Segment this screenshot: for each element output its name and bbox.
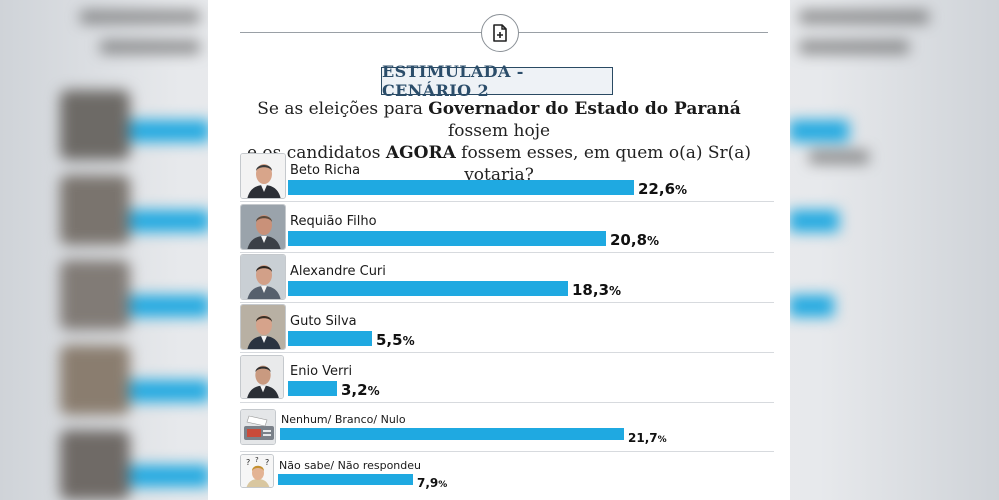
category-label: Alexandre Curi <box>290 264 386 279</box>
value-unit: % <box>675 183 688 197</box>
undecided-person-illustration: ? ? ? <box>240 454 274 488</box>
chart-row-enio-verri: Enio Verri 3,2% <box>240 353 774 403</box>
candidate-photo <box>240 304 286 350</box>
document-plus-icon[interactable] <box>481 14 519 52</box>
value-label: 18,3% <box>572 280 621 299</box>
bar <box>288 281 568 296</box>
row-divider <box>240 201 774 202</box>
svg-text:?: ? <box>255 456 259 464</box>
value-number: 18,3 <box>572 281 610 299</box>
category-label: Guto Silva <box>290 314 357 329</box>
value-unit: % <box>657 435 667 445</box>
category-label: Nenhum/ Branco/ Nulo <box>281 413 406 426</box>
row-divider <box>240 252 774 253</box>
chart-title: ESTIMULADA - CENÁRIO 2 <box>382 62 524 100</box>
candidate-photo <box>240 355 284 399</box>
candidate-photo <box>240 204 286 250</box>
category-label: Requião Filho <box>290 214 377 229</box>
chart-row-nao-sabe-nao-respondeu: ? ? ? Não sabe/ Não respondeu 7,9% <box>240 452 774 492</box>
ballot-box-illustration <box>240 409 276 445</box>
value-unit: % <box>647 234 660 248</box>
svg-text:?: ? <box>265 458 269 467</box>
value-number: 3,2 <box>341 381 368 399</box>
candidate-photo <box>240 153 286 199</box>
category-label: Beto Richa <box>290 163 361 178</box>
chart-row-beto-richa: Beto Richa 22,6% <box>240 152 774 202</box>
value-number: 7,9 <box>417 476 439 490</box>
survey-question: Se as eleições para Governador do Estado… <box>228 98 770 186</box>
chart-title-badge: ESTIMULADA - CENÁRIO 2 <box>381 62 613 100</box>
value-number: 22,6 <box>638 180 676 198</box>
backdrop-left <box>0 0 210 500</box>
value-label: 7,9% <box>417 472 447 491</box>
bar <box>288 331 372 346</box>
question-text-1: Se as eleições para <box>257 99 429 119</box>
bar <box>288 180 634 195</box>
value-label: 20,8% <box>610 230 659 249</box>
value-number: 20,8 <box>610 231 648 249</box>
value-label: 21,7% <box>628 427 667 446</box>
backdrop-right <box>789 0 999 500</box>
row-divider <box>240 302 774 303</box>
chart-row-alexandre-curi: Alexandre Curi 18,3% <box>240 253 774 303</box>
svg-text:?: ? <box>246 458 250 467</box>
chart-row-requiao-filho: Requião Filho 20,8% <box>240 203 774 253</box>
category-label: Enio Verri <box>290 364 353 379</box>
row-divider <box>240 352 774 353</box>
value-number: 21,7 <box>628 431 658 445</box>
value-number: 5,5 <box>376 331 403 349</box>
bar <box>288 381 337 396</box>
question-bold-2: AGORA <box>385 143 456 163</box>
value-unit: % <box>402 334 415 348</box>
question-bold-1: Governador do Estado do Paraná <box>428 99 741 119</box>
bar <box>280 428 624 440</box>
candidate-photo <box>240 254 286 300</box>
value-unit: % <box>609 284 622 298</box>
question-text-2: fossem hoje <box>447 121 551 141</box>
chart-row-guto-silva: Guto Silva 5,5% <box>240 303 774 353</box>
infographic-card: ESTIMULADA - CENÁRIO 2 Se as eleições pa… <box>208 0 790 500</box>
value-label: 3,2% <box>341 380 380 399</box>
bar <box>278 474 413 485</box>
chart-row-nenhum-branco-nulo: Nenhum/ Branco/ Nulo 21,7% <box>240 404 774 452</box>
category-label: Não sabe/ Não respondeu <box>279 459 422 472</box>
row-divider <box>240 402 774 403</box>
value-label: 5,5% <box>376 330 415 349</box>
value-unit: % <box>367 384 380 398</box>
value-label: 22,6% <box>638 179 687 198</box>
bar <box>288 231 606 246</box>
value-unit: % <box>438 480 448 490</box>
row-divider <box>240 451 774 452</box>
